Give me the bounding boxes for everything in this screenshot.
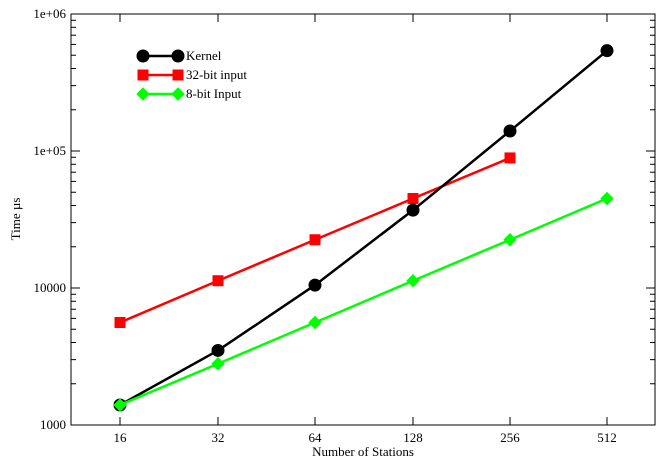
legend-item: 32-bit input [137, 67, 247, 82]
series-8-bit-input [113, 191, 614, 412]
legend: Kernel 32-bit input 8-bit Input [136, 48, 247, 101]
x-tick-label: 64 [309, 430, 323, 445]
y-tick-label: 1e+05 [33, 143, 66, 158]
legend-label: 32-bit input [186, 67, 247, 82]
data-point [211, 357, 225, 371]
y-tick-label: 10000 [34, 280, 67, 295]
data-point [309, 234, 321, 246]
data-point [212, 275, 224, 287]
series-layer [113, 44, 614, 412]
legend-item: 8-bit Input [136, 86, 242, 101]
data-point [308, 315, 322, 330]
data-point [503, 124, 517, 138]
series-kernel [113, 44, 614, 412]
legend-marker [136, 87, 150, 101]
legend-item: Kernel [136, 48, 222, 63]
legend-marker [171, 49, 185, 63]
legend-label: Kernel [186, 48, 222, 63]
x-tick-label: 16 [114, 430, 128, 445]
x-tick-label: 128 [403, 430, 423, 445]
data-point [113, 398, 127, 412]
x-tick-label: 32 [212, 430, 225, 445]
x-tick-label: 512 [597, 430, 617, 445]
data-point [211, 343, 225, 357]
data-point [600, 191, 614, 206]
legend-marker [172, 69, 184, 81]
series-line [119, 197, 608, 407]
data-point [406, 203, 420, 217]
x-axis-label: Number of Stations [312, 444, 414, 459]
data-point [406, 274, 420, 288]
series-line [119, 49, 608, 407]
data-point [114, 316, 126, 328]
series-32-bit-input [114, 152, 516, 328]
legend-marker [136, 49, 150, 63]
data-point [308, 278, 322, 292]
axis-ticks: 16 32 64 128 256 512 1000 10000 1e+05 1e+06 [33, 6, 655, 445]
legend-label: 8-bit Input [186, 86, 242, 101]
y-tick-label: 1000 [40, 417, 66, 432]
x-tick-label: 256 [500, 430, 520, 445]
plot-frame [70, 13, 656, 426]
data-point [407, 193, 419, 205]
y-tick-label: 1e+06 [33, 6, 66, 21]
legend-marker [137, 69, 149, 81]
legend-marker [171, 87, 185, 101]
data-point [503, 233, 517, 247]
data-point [600, 44, 614, 58]
data-point [504, 152, 516, 164]
y-axis-label: Time µs [8, 198, 23, 241]
